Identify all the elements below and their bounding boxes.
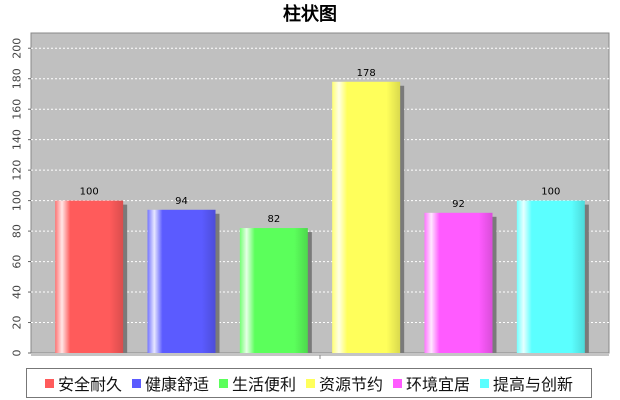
data-label: 178: [357, 68, 376, 79]
data-label: 100: [80, 187, 99, 198]
legend-swatch: [393, 378, 403, 388]
chart-title: 柱状图: [283, 4, 337, 25]
legend-item: 生活便利: [218, 371, 296, 395]
plot-area: [30, 32, 610, 354]
data-label: 92: [452, 199, 465, 210]
bar-layer: [55, 81, 589, 353]
data-label: 94: [175, 196, 188, 207]
y-tick-label: 120: [11, 160, 24, 181]
y-tick-label: 180: [11, 68, 24, 89]
data-label: 82: [267, 214, 280, 225]
y-tick-label: 60: [11, 255, 24, 269]
legend-label: 提高与创新: [493, 375, 574, 394]
y-tick-label: 200: [11, 38, 24, 59]
label-layer: 100 94 82 178 92 100: [80, 68, 561, 225]
y-tick-label: 140: [11, 129, 24, 150]
bar: [239, 228, 308, 353]
legend-label: 生活便利: [231, 375, 296, 394]
grid-layer: [31, 47, 609, 324]
bar: [424, 212, 493, 353]
axis-layer: 0 20 40 60 80 100 120 140 160 180 200: [11, 38, 609, 359]
y-tick-label: 160: [11, 99, 24, 120]
y-tick-label: 100: [11, 190, 24, 211]
legend-swatch: [131, 378, 141, 388]
legend-item: 健康舒适: [131, 371, 209, 395]
bar: [55, 200, 124, 353]
legend-item: 安全耐久: [44, 371, 122, 395]
y-tick-label: 20: [11, 316, 24, 330]
legend-label: 健康舒适: [144, 375, 209, 394]
legend-swatch: [306, 378, 315, 388]
chart-legend: 安全耐久 健康舒适 生活便利 资源节约 环境宜居 提高与创新: [26, 368, 592, 398]
y-tick-label: 80: [11, 224, 24, 238]
legend-item: 环境宜居: [393, 371, 470, 395]
bar: [332, 81, 401, 353]
legend-swatch: [480, 378, 490, 388]
legend-swatch: [218, 378, 228, 388]
legend-label: 安全耐久: [57, 375, 122, 394]
legend-label: 环境宜居: [406, 375, 471, 394]
y-tick-label: 0: [11, 350, 24, 357]
bar: [147, 209, 216, 353]
legend-item: 资源节约: [306, 371, 383, 395]
legend-label: 资源节约: [319, 375, 384, 394]
legend-swatch: [44, 378, 54, 388]
legend-item: 提高与创新: [480, 371, 573, 395]
data-label: 100: [541, 187, 560, 198]
bar: [516, 200, 585, 353]
y-tick-label: 40: [11, 285, 24, 299]
